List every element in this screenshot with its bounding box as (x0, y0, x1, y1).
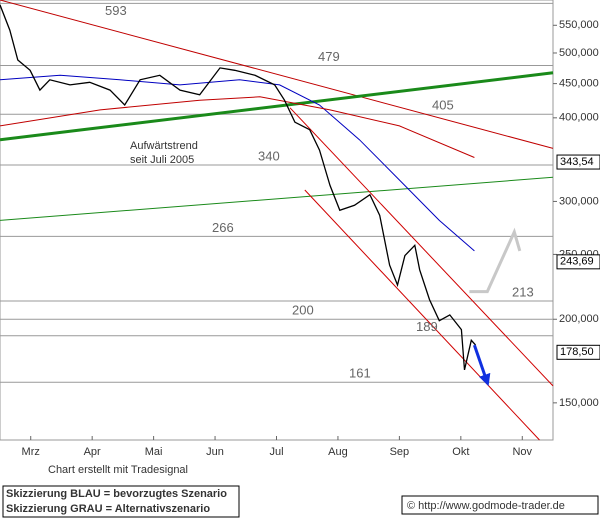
y-tick-label: 550,000 (559, 19, 599, 31)
series-line (0, 71, 554, 142)
x-tick-label: Jun (206, 446, 224, 458)
price-box-label: 243,69 (560, 256, 594, 268)
price-box-label: 343,54 (560, 156, 594, 168)
x-tick-label: Apr (84, 446, 101, 458)
x-tick-label: Mrz (22, 446, 40, 458)
series-line (0, 4, 477, 371)
plot-area (0, 0, 554, 441)
series-line (304, 189, 540, 441)
footer-text: © http://www.godmode-trader.de (407, 500, 565, 512)
y-tick-label: 500,000 (559, 47, 599, 59)
level-label: 340 (258, 148, 280, 163)
price-box (556, 344, 600, 360)
y-tick-label: 400,000 (559, 112, 599, 124)
footer-text: Skizzierung GRAU = Alternativszenario (6, 503, 210, 515)
series-line (472, 344, 491, 387)
x-tick-label: Jul (269, 446, 283, 458)
annotation: seit Juli 2005 (130, 154, 194, 166)
series-line (0, 74, 475, 252)
x-tick-label: Nov (512, 446, 532, 458)
series-line (0, 176, 554, 221)
y-tick-label: 200,000 (559, 313, 599, 325)
level-label: 161 (349, 366, 371, 381)
series-line (0, 0, 554, 149)
footer-box (401, 495, 599, 515)
series-line (0, 96, 475, 158)
series-line (289, 107, 554, 387)
x-tick-label: Okt (452, 446, 469, 458)
level-label: 405 (432, 98, 454, 113)
level-label: 266 (212, 220, 234, 235)
price-box-label: 178,50 (560, 346, 594, 358)
x-tick-label: Mai (145, 446, 163, 458)
x-tick-label: Aug (328, 446, 348, 458)
footer-text: Skizzierung BLAU = bevorzugtes Szenario (6, 488, 227, 500)
level-label: 189 (416, 319, 438, 334)
annotation: Aufwärtstrend (130, 140, 198, 152)
y-tick-label: 300,000 (559, 195, 599, 207)
level-label: 593 (105, 3, 127, 18)
x-tick-label: Sep (390, 446, 410, 458)
series-line (469, 227, 522, 294)
y-tick-label: 150,000 (559, 397, 599, 409)
level-label: 479 (318, 49, 340, 64)
y-tick-label: 450,000 (559, 78, 599, 90)
footer-box (2, 485, 240, 518)
source-note: Chart erstellt mit Tradesignal (48, 464, 188, 476)
level-label: 200 (292, 303, 314, 318)
price-box (556, 154, 600, 170)
price-box (556, 254, 600, 270)
level-label: 213 (512, 284, 534, 299)
